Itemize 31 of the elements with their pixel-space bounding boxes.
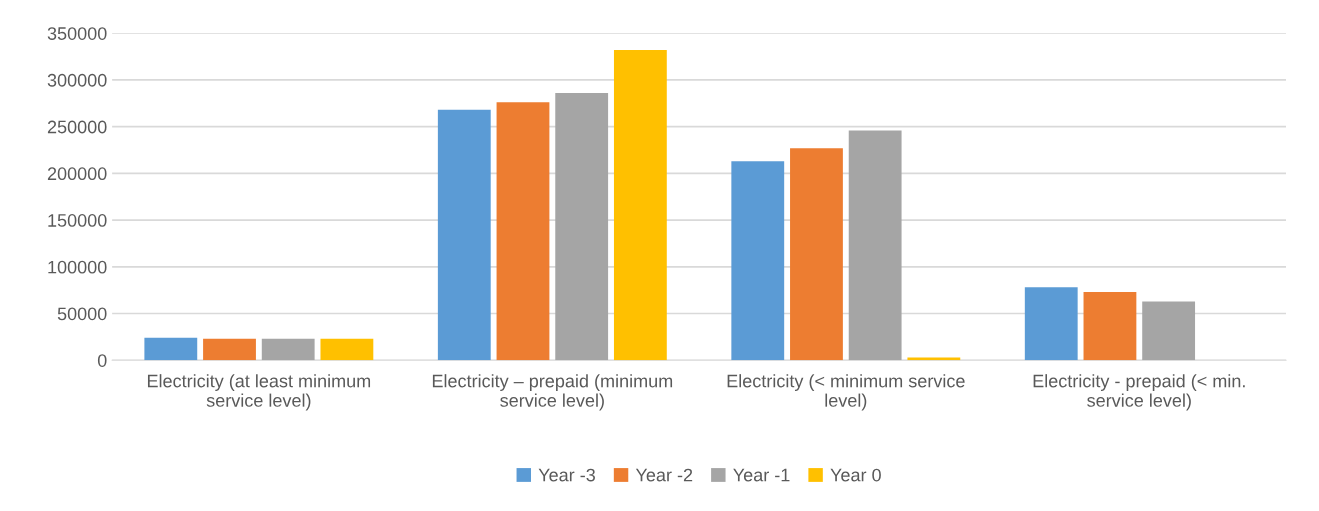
bar xyxy=(320,338,374,361)
bar xyxy=(1024,287,1078,361)
y-tick-label: 300000 xyxy=(47,73,107,87)
y-tick-label: 200000 xyxy=(47,167,107,181)
y-tick-label: 150000 xyxy=(48,214,107,227)
bar xyxy=(261,338,315,361)
x-tick-label: Electricity - prepaid (< min. service level) xyxy=(1033,374,1245,411)
x-tick-label: Electricity – prepaid (minimum service level) xyxy=(432,374,673,411)
bar xyxy=(555,93,609,361)
x-tick-label: Electricity (< minimum service level) xyxy=(727,374,965,411)
bar xyxy=(613,50,667,361)
bar xyxy=(790,148,843,361)
x-tick-label: Electricity (at least minimum service level) xyxy=(147,374,371,411)
y-tick-label: 0 xyxy=(97,354,107,367)
y-tick-label: 250000 xyxy=(47,120,107,134)
y-tick-label: 100000 xyxy=(48,260,107,274)
y-tick-label: 50000 xyxy=(57,307,107,321)
bar xyxy=(1142,301,1196,361)
bar xyxy=(203,338,256,361)
bar xyxy=(144,337,198,361)
legend-label: Year -2 xyxy=(635,468,693,482)
legend-label: Year 0 xyxy=(830,468,881,482)
bar xyxy=(907,357,961,361)
y-tick-label: 350000 xyxy=(47,27,107,40)
bar xyxy=(437,109,491,361)
bar xyxy=(496,102,550,361)
bar xyxy=(1083,292,1137,361)
bar xyxy=(848,130,902,361)
legend-label: Year -3 xyxy=(538,468,595,482)
bar xyxy=(731,161,785,361)
legend-label: Year -1 xyxy=(733,468,790,482)
